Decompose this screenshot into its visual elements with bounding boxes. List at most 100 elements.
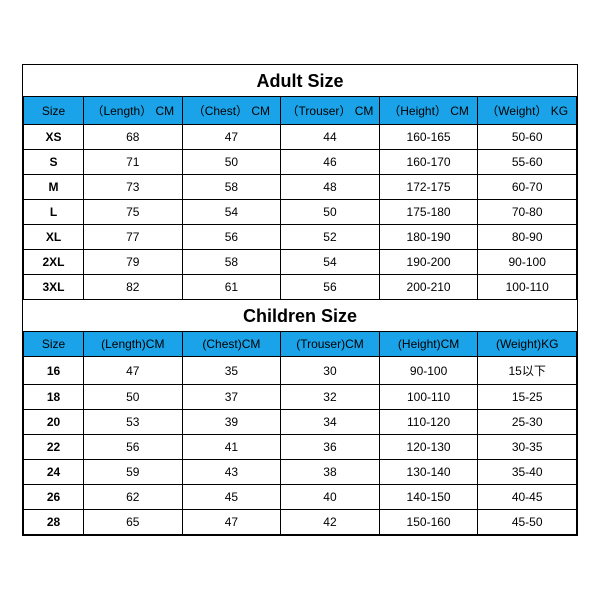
value-cell: 56 [182,225,281,250]
table-row: 24594338130-14035-40 [24,460,577,485]
value-cell: 42 [281,510,380,535]
value-cell: 54 [281,250,380,275]
size-cell: 20 [24,410,84,435]
value-cell: 52 [281,225,380,250]
value-cell: 50 [84,385,183,410]
value-cell: 70-80 [478,200,577,225]
value-cell: 45-50 [478,510,577,535]
value-cell: 73 [84,175,183,200]
value-cell: 39 [182,410,281,435]
children-title: Children Size [23,300,577,331]
table-row: S715046160-17055-60 [24,150,577,175]
value-cell: 110-120 [379,410,478,435]
children-header-row: Size(Length)CM(Chest)CM(Trouser)CM(Heigh… [24,332,577,357]
value-cell: 46 [281,150,380,175]
value-cell: 60-70 [478,175,577,200]
table-row: XS684744160-16550-60 [24,125,577,150]
value-cell: 47 [182,125,281,150]
size-cell: 22 [24,435,84,460]
col-header: (Chest)CM [182,332,281,357]
value-cell: 130-140 [379,460,478,485]
value-cell: 190-200 [379,250,478,275]
value-cell: 47 [182,510,281,535]
value-cell: 150-160 [379,510,478,535]
value-cell: 58 [182,175,281,200]
value-cell: 77 [84,225,183,250]
col-header: (Trouser)CM [281,332,380,357]
value-cell: 43 [182,460,281,485]
value-cell: 90-100 [379,357,478,385]
value-cell: 61 [182,275,281,300]
value-cell: 75 [84,200,183,225]
size-cell: S [24,150,84,175]
table-row: 3XL826156200-210100-110 [24,275,577,300]
table-row: 26624540140-15040-45 [24,485,577,510]
size-cell: 2XL [24,250,84,275]
size-cell: 18 [24,385,84,410]
col-header: (Weight)KG [478,332,577,357]
value-cell: 30-35 [478,435,577,460]
value-cell: 58 [182,250,281,275]
value-cell: 160-170 [379,150,478,175]
value-cell: 30 [281,357,380,385]
table-row: 1647353090-10015以下 [24,357,577,385]
table-row: M735848172-17560-70 [24,175,577,200]
value-cell: 47 [84,357,183,385]
value-cell: 40-45 [478,485,577,510]
value-cell: 45 [182,485,281,510]
size-cell: 16 [24,357,84,385]
adult-header-row: Size（Length） CM（Chest） CM（Trouser） CM（He… [24,97,577,125]
col-size: Size [24,332,84,357]
value-cell: 180-190 [379,225,478,250]
size-cell: 24 [24,460,84,485]
size-cell: 3XL [24,275,84,300]
value-cell: 50 [182,150,281,175]
value-cell: 44 [281,125,380,150]
value-cell: 160-165 [379,125,478,150]
value-cell: 56 [84,435,183,460]
col-header: （Trouser） CM [281,97,380,125]
col-header: （Chest） CM [182,97,281,125]
value-cell: 200-210 [379,275,478,300]
size-cell: XS [24,125,84,150]
col-header: (Length)CM [84,332,183,357]
value-cell: 32 [281,385,380,410]
col-header: （Weight） KG [478,97,577,125]
value-cell: 41 [182,435,281,460]
value-cell: 79 [84,250,183,275]
value-cell: 100-110 [379,385,478,410]
value-cell: 54 [182,200,281,225]
size-cell: M [24,175,84,200]
children-table: Size(Length)CM(Chest)CM(Trouser)CM(Heigh… [23,331,577,535]
value-cell: 172-175 [379,175,478,200]
adult-table: Size（Length） CM（Chest） CM（Trouser） CM（He… [23,96,577,300]
value-cell: 55-60 [478,150,577,175]
col-header: （Height） CM [379,97,478,125]
value-cell: 100-110 [478,275,577,300]
value-cell: 120-130 [379,435,478,460]
value-cell: 56 [281,275,380,300]
table-row: L755450175-18070-80 [24,200,577,225]
size-cell: 28 [24,510,84,535]
value-cell: 37 [182,385,281,410]
value-cell: 80-90 [478,225,577,250]
value-cell: 53 [84,410,183,435]
value-cell: 68 [84,125,183,150]
value-cell: 38 [281,460,380,485]
size-cell: L [24,200,84,225]
value-cell: 36 [281,435,380,460]
value-cell: 71 [84,150,183,175]
size-cell: XL [24,225,84,250]
col-header: (Height)CM [379,332,478,357]
value-cell: 62 [84,485,183,510]
adult-title: Adult Size [23,65,577,96]
value-cell: 15-25 [478,385,577,410]
value-cell: 82 [84,275,183,300]
size-chart: Adult Size Size（Length） CM（Chest） CM（Tro… [22,64,578,536]
value-cell: 35-40 [478,460,577,485]
size-cell: 26 [24,485,84,510]
value-cell: 35 [182,357,281,385]
table-row: 22564136120-13030-35 [24,435,577,460]
value-cell: 25-30 [478,410,577,435]
table-row: 2XL795854190-20090-100 [24,250,577,275]
